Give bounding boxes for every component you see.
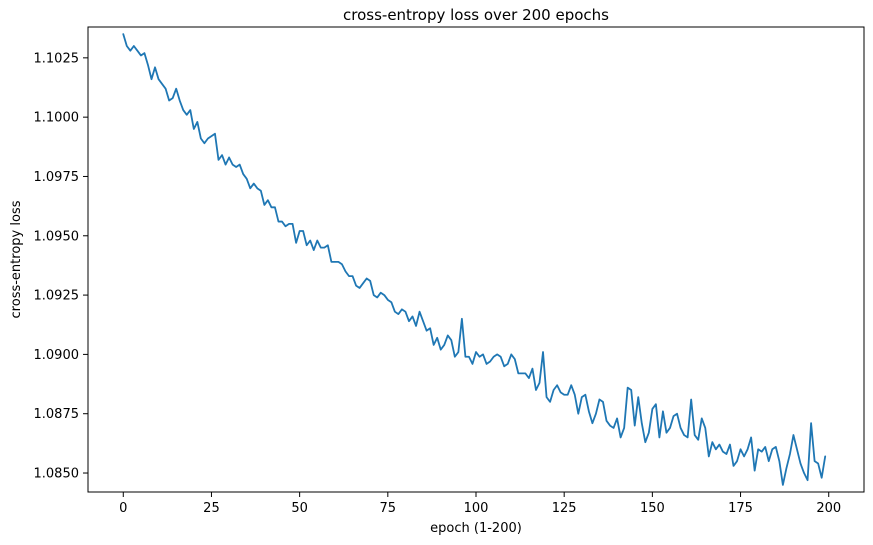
x-tick-label: 125 [552,501,577,516]
y-tick-label: 1.0950 [34,229,80,244]
y-tick-label: 1.1025 [34,51,80,66]
y-tick-label: 1.0850 [34,467,80,482]
x-tick-label: 25 [203,501,220,516]
y-tick-label: 1.0925 [34,289,80,304]
chart-title: cross-entropy loss over 200 epochs [343,6,609,24]
y-axis: 1.0850 1.0875 1.0900 1.0925 1.0950 1.0975 1.10… [34,51,88,482]
y-tick-label: 1.0975 [34,170,80,185]
x-tick-label: 175 [728,501,753,516]
x-tick-label: 0 [119,501,127,516]
y-axis-title: cross-entropy loss [9,200,24,318]
x-axis-title: epoch (1-200) [430,521,522,536]
series-line [122,33,827,486]
x-tick-label: 100 [464,501,489,516]
x-tick-label: 200 [816,501,841,516]
y-tick-label: 1.0875 [34,407,80,422]
x-tick-label: 50 [291,501,308,516]
y-tick-label: 1.1000 [34,111,80,126]
plot-area [122,33,827,486]
x-tick-label: 75 [380,501,397,516]
y-tick-label: 1.0900 [34,348,80,363]
x-tick-label: 150 [640,501,665,516]
x-axis: 0 25 50 75 100 125 150 175 200 [119,492,841,516]
